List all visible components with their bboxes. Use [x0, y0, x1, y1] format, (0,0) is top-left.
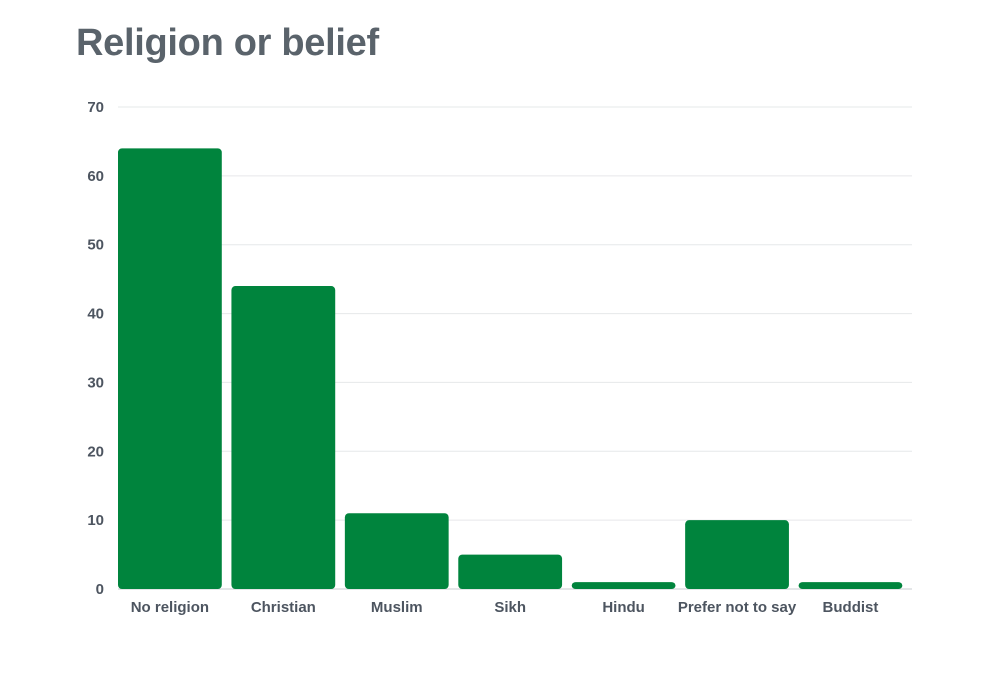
y-tick-label: 70	[87, 99, 104, 116]
bar	[344, 513, 449, 589]
y-tick-label: 50	[87, 237, 104, 254]
x-tick-label: Muslim	[371, 599, 423, 616]
x-tick-label: Christian	[251, 599, 316, 616]
bar	[231, 286, 336, 589]
y-tick-label: 20	[87, 443, 104, 460]
x-tick-label: Prefer not to say	[678, 599, 797, 616]
bar	[118, 148, 222, 590]
x-tick-label: Hindu	[602, 599, 645, 616]
x-tick-label: Sikh	[494, 599, 526, 616]
y-tick-label: 60	[87, 168, 104, 185]
x-tick-label: Buddist	[823, 599, 879, 616]
y-tick-label: 10	[87, 512, 104, 529]
bar	[798, 582, 903, 589]
bar	[685, 520, 789, 589]
bar	[571, 582, 676, 589]
chart-title: Religion or belief	[76, 22, 379, 64]
bars	[118, 148, 903, 590]
bar	[458, 554, 563, 589]
x-axis-labels: No religion Christian Muslim Sikh Hindu Prefe…	[131, 599, 879, 616]
x-tick-label: No religion	[131, 599, 209, 616]
y-axis-ticks: 0 10 20 30 40 50 60 70	[87, 99, 104, 598]
y-tick-label: 40	[87, 306, 104, 323]
y-tick-label: 30	[87, 374, 104, 391]
y-tick-label: 0	[96, 581, 104, 598]
